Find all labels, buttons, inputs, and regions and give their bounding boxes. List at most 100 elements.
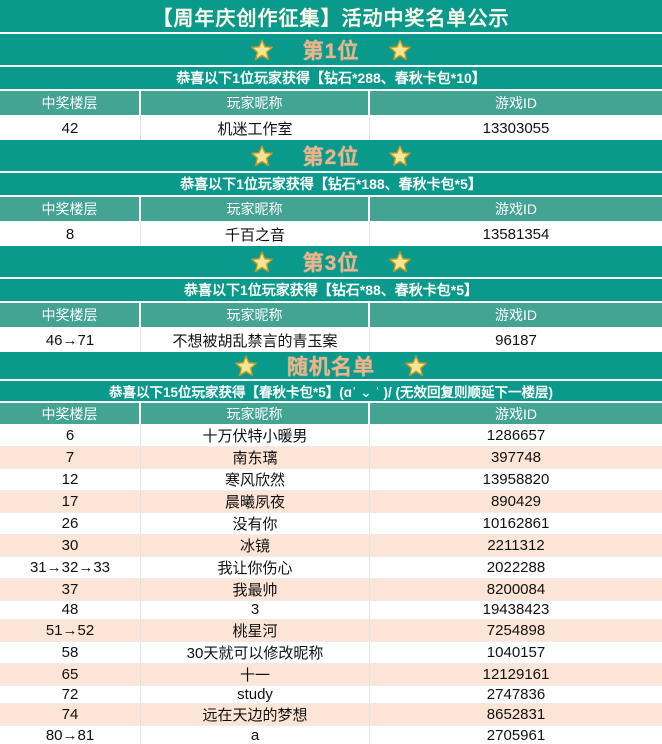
floor-cell: 74: [0, 704, 141, 726]
winner-row: 7 南东璃 397748: [0, 447, 662, 469]
floor-cell: 80→81: [0, 726, 141, 744]
floor-cell: 26: [0, 513, 141, 534]
prize-subtitle: 恭喜以下1位玩家获得【钻石*288、春秋卡包*10】: [0, 67, 662, 91]
column-header-game-id: 游戏ID: [495, 201, 537, 217]
floor-cell: 30: [0, 535, 141, 556]
winner-row: 26 没有你 10162861: [0, 513, 662, 535]
nickname-cell: 冰镜: [141, 535, 370, 556]
column-header-game-id: 游戏ID: [495, 405, 537, 422]
game-id-cell: 8652831: [486, 706, 546, 724]
random-winner-list: 6 十万伏特小暖男 1286657 7 南东璃 397748 12 寒风欣然 1…: [0, 425, 662, 744]
nickname-cell: 机迷工作室: [141, 116, 370, 140]
winner-row: 46→71 不想被胡乱禁言的青玉案 96187: [0, 328, 662, 352]
game-id-cell: 2747836: [486, 686, 546, 703]
nickname-cell: 不想被胡乱禁言的青玉案: [141, 328, 370, 352]
floor-cell: 37: [0, 579, 141, 600]
game-id-cell: 1286657: [486, 427, 546, 444]
column-header-game-id: 游戏ID: [495, 95, 537, 111]
nickname-cell: study: [141, 685, 370, 704]
star-icon: [405, 355, 427, 377]
floor-cell: 51→52: [0, 619, 141, 641]
winner-row: 65 十一 12129161: [0, 663, 662, 686]
game-id-cell: 8200084: [486, 581, 546, 598]
nickname-cell: 我让你伤心: [141, 557, 370, 578]
winner-row: 8 千百之音 13581354: [0, 222, 662, 246]
nickname-cell: 我最帅: [141, 579, 370, 600]
nickname-cell: 南东璃: [141, 447, 370, 468]
winner-row: 48 3 19438423: [0, 601, 662, 620]
star-icon: [389, 39, 411, 61]
column-header-nickname: 玩家昵称: [141, 197, 370, 221]
winner-row: 37 我最帅 8200084: [0, 579, 662, 601]
floor-cell: 8: [0, 222, 141, 246]
star-icon: [235, 355, 257, 377]
winner-row: 30 冰镜 2211312: [0, 535, 662, 557]
page-title: 【周年庆创作征集】活动中奖名单公示: [0, 0, 662, 34]
floor-cell: 46→71: [0, 328, 141, 352]
game-id-cell: 13303055: [482, 119, 550, 137]
floor-cell: 42: [0, 116, 141, 140]
table-header-row: 中奖楼层 玩家昵称 游戏ID: [0, 403, 662, 425]
winner-row: 80→81 a 2705961: [0, 726, 662, 744]
nickname-cell: 千百之音: [141, 222, 370, 246]
floor-cell: 12: [0, 469, 141, 490]
game-id-cell: 397748: [490, 449, 542, 466]
rank-label: 第3位: [302, 251, 360, 275]
floor-cell: 72: [0, 685, 141, 704]
column-header-floor: 中奖楼层: [0, 91, 141, 115]
floor-cell: 48: [0, 601, 141, 619]
nickname-cell: 寒风欣然: [141, 469, 370, 490]
prize-subtitle: 恭喜以下1位玩家获得【钻石*188、春秋卡包*5】: [0, 173, 662, 197]
nickname-cell: 十一: [141, 663, 370, 685]
column-header-floor: 中奖楼层: [0, 303, 141, 327]
column-header-floor: 中奖楼层: [0, 197, 141, 221]
winner-row: 51→52 桃星河 7254898: [0, 619, 662, 642]
rank-label: 第1位: [302, 39, 360, 63]
floor-cell: 7: [0, 447, 141, 468]
prize-subtitle: 恭喜以下15位玩家获得【春秋卡包*5】(ɑˈ ⌄ ˈ )/ (无效回复则顺延下一…: [0, 381, 662, 403]
column-header-nickname: 玩家昵称: [141, 303, 370, 327]
column-header-game-id: 游戏ID: [495, 307, 537, 323]
star-icon: [251, 39, 273, 61]
star-icon: [389, 251, 411, 273]
floor-cell: 6: [0, 425, 141, 446]
table-header-row: 中奖楼层 玩家昵称 游戏ID: [0, 303, 662, 328]
nickname-cell: 30天就可以修改昵称: [141, 641, 370, 663]
winner-row: 58 30天就可以修改昵称 1040157: [0, 641, 662, 664]
nickname-cell: 没有你: [141, 513, 370, 534]
table-header-row: 中奖楼层 玩家昵称 游戏ID: [0, 91, 662, 116]
game-id-cell: 13958820: [482, 471, 550, 488]
game-id-cell: 12129161: [482, 665, 550, 683]
game-id-cell: 96187: [495, 331, 537, 349]
game-id-cell: 10162861: [482, 515, 550, 532]
floor-cell: 65: [0, 663, 141, 685]
column-header-nickname: 玩家昵称: [141, 403, 370, 424]
game-id-cell: 7254898: [486, 621, 546, 639]
winner-row: 42 机迷工作室 13303055: [0, 116, 662, 140]
prize-subtitle: 恭喜以下1位玩家获得【钻石*88、春秋卡包*5】: [0, 279, 662, 303]
floor-cell: 31→32→33: [0, 557, 141, 578]
game-id-cell: 2705961: [486, 726, 546, 744]
game-id-cell: 13581354: [482, 225, 550, 243]
winner-row: 72 study 2747836: [0, 685, 662, 705]
winner-row: 74 远在天边的梦想 8652831: [0, 704, 662, 727]
game-id-cell: 1040157: [486, 643, 546, 661]
star-icon: [251, 251, 273, 273]
winner-row: 17 晨曦夙夜 890429: [0, 491, 662, 513]
winner-row: 6 十万伏特小暖男 1286657: [0, 425, 662, 447]
game-id-cell: 2211312: [487, 537, 545, 554]
nickname-cell: 晨曦夙夜: [141, 491, 370, 512]
game-id-cell: 2022288: [486, 559, 546, 576]
nickname-cell: 3: [141, 601, 370, 619]
nickname-cell: 十万伏特小暖男: [141, 425, 370, 446]
game-id-cell: 890429: [490, 493, 542, 510]
star-icon: [251, 145, 273, 167]
winner-row: 12 寒风欣然 13958820: [0, 469, 662, 491]
column-header-floor: 中奖楼层: [0, 403, 141, 424]
section-header-rank2: 第2位: [0, 140, 662, 173]
winner-row: 31→32→33 我让你伤心 2022288: [0, 557, 662, 579]
rank-label: 第2位: [302, 145, 360, 169]
table-header-row: 中奖楼层 玩家昵称 游戏ID: [0, 197, 662, 222]
game-id-cell: 19438423: [482, 601, 550, 619]
